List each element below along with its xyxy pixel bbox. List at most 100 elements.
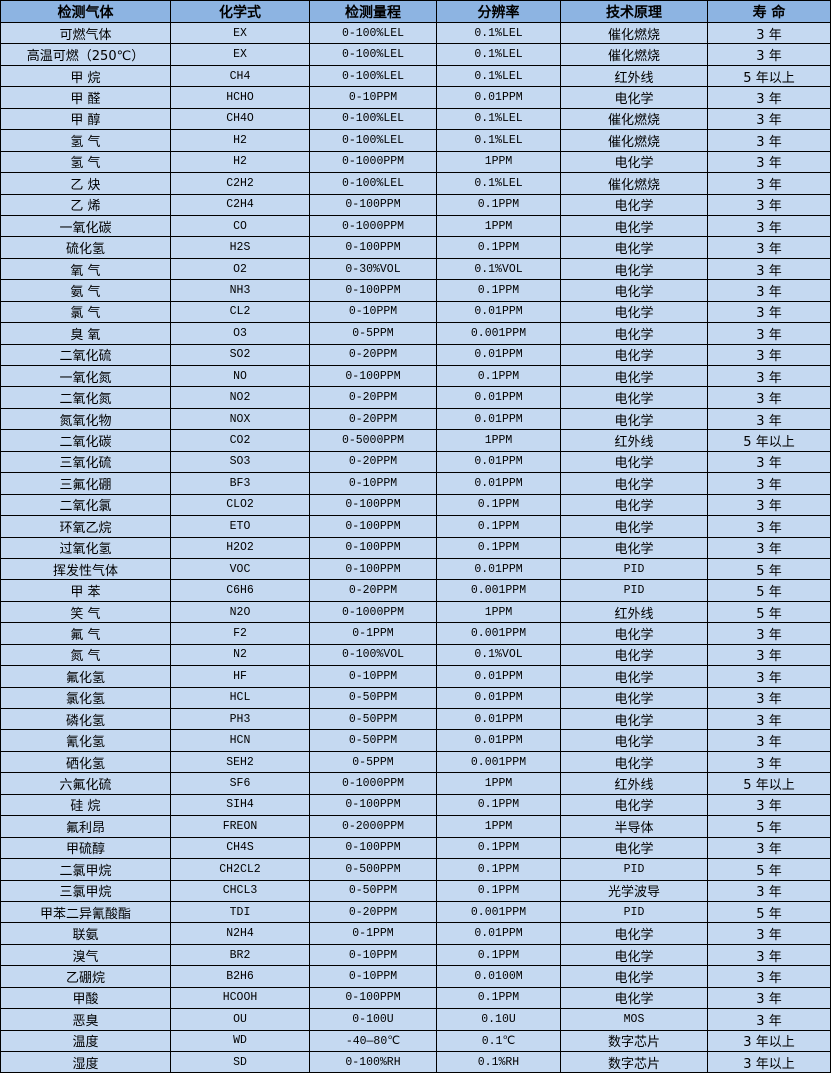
- cell-principle: 电化学: [560, 922, 708, 945]
- cell-principle: 电化学: [560, 943, 708, 967]
- table-row: 三氟化硼 BF3 0-10PPM 0.01PPM 电化学 3 年: [0, 472, 831, 495]
- table-row: 挥发性气体 VOC 0-100PPM 0.01PPM PID 5 年: [0, 557, 831, 581]
- cell-formula: SIH4: [170, 793, 310, 817]
- cell-resolution: 0.1PPM: [436, 493, 561, 517]
- cell-gas: 氟化氢: [0, 665, 171, 688]
- table-row: 湿度 SD 0-100%RH 0.1%RH 数字芯片 3 年以上: [0, 1050, 831, 1074]
- cell-principle: 电化学: [560, 150, 708, 174]
- cell-resolution: 1PPM: [436, 214, 561, 238]
- table-row: 氯 气 CL2 0-10PPM 0.01PPM 电化学 3 年: [0, 300, 831, 324]
- cell-principle: PID: [560, 900, 708, 924]
- cell-principle: 电化学: [560, 750, 708, 774]
- cell-gas: 恶臭: [0, 1008, 171, 1031]
- cell-lifespan: 5 年: [707, 858, 831, 881]
- cell-principle: PID: [560, 557, 708, 581]
- cell-range: 0-50PPM: [309, 729, 437, 752]
- table-row: 甲 醛 HCHO 0-10PPM 0.01PPM 电化学 3 年: [0, 86, 831, 109]
- header-formula: 化学式: [170, 0, 310, 23]
- cell-range: 0-100PPM: [309, 986, 437, 1010]
- cell-gas: 氰化氢: [0, 729, 171, 752]
- cell-lifespan: 3 年: [707, 793, 831, 817]
- cell-gas: 甲酸: [0, 986, 171, 1010]
- cell-range: 0-1000PPM: [309, 600, 437, 624]
- cell-principle: 电化学: [560, 686, 708, 710]
- cell-principle: PID: [560, 858, 708, 881]
- table-row: 甲硫醇 CH4S 0-100PPM 0.1PPM 电化学 3 年: [0, 836, 831, 860]
- cell-range: 0-5000PPM: [309, 429, 437, 452]
- table-row: 二氯甲烷 CH2CL2 0-500PPM 0.1PPM PID 5 年: [0, 858, 831, 881]
- cell-resolution: 1PPM: [436, 772, 561, 795]
- cell-resolution: 0.1PPM: [436, 879, 561, 902]
- cell-range: 0-2000PPM: [309, 815, 437, 838]
- cell-resolution: 0.1PPM: [436, 236, 561, 259]
- cell-resolution: 0.0100M: [436, 965, 561, 988]
- cell-resolution: 0.01PPM: [436, 557, 561, 581]
- cell-gas: 三氯甲烷: [0, 879, 171, 902]
- cell-gas: 甲 烷: [0, 64, 171, 88]
- table-row: 二氧化碳 CO2 0-5000PPM 1PPM 红外线 5 年以上: [0, 429, 831, 452]
- header-principle: 技术原理: [560, 0, 708, 23]
- cell-lifespan: 3 年: [707, 879, 831, 902]
- cell-resolution: 0.10U: [436, 1008, 561, 1031]
- cell-resolution: 0.01PPM: [436, 386, 561, 409]
- cell-formula: F2: [170, 622, 310, 645]
- cell-resolution: 0.01PPM: [436, 686, 561, 710]
- cell-resolution: 0.01PPM: [436, 300, 561, 324]
- cell-range: 0-50PPM: [309, 686, 437, 710]
- cell-formula: H2O2: [170, 536, 310, 559]
- table-row: 溴气 BR2 0-10PPM 0.1PPM 电化学 3 年: [0, 943, 831, 967]
- cell-lifespan: 3 年: [707, 407, 831, 431]
- cell-principle: 红外线: [560, 772, 708, 795]
- cell-resolution: 0.1%LEL: [436, 21, 561, 45]
- cell-lifespan: 3 年: [707, 236, 831, 259]
- table-row: 三氧化硫 SO3 0-20PPM 0.01PPM 电化学 3 年: [0, 450, 831, 474]
- cell-range: 0-20PPM: [309, 343, 437, 367]
- cell-resolution: 0.01PPM: [436, 472, 561, 495]
- cell-gas: 一氧化碳: [0, 214, 171, 238]
- cell-formula: H2: [170, 150, 310, 174]
- table-row: 甲苯二异氰酸酯 TDI 0-20PPM 0.001PPM PID 5 年: [0, 900, 831, 924]
- table-row: 氢 气 H2 0-1000PPM 1PPM 电化学 3 年: [0, 150, 831, 174]
- cell-gas: 乙硼烷: [0, 965, 171, 988]
- cell-resolution: 0.1%LEL: [436, 172, 561, 195]
- cell-lifespan: 3 年: [707, 172, 831, 195]
- cell-resolution: 0.1PPM: [436, 943, 561, 967]
- cell-formula: N2H4: [170, 922, 310, 945]
- cell-formula: N2: [170, 643, 310, 667]
- cell-range: 0-50PPM: [309, 879, 437, 902]
- table-row: 一氧化碳 CO 0-1000PPM 1PPM 电化学 3 年: [0, 214, 831, 238]
- header-range: 检测量程: [309, 0, 437, 23]
- cell-resolution: 0.1PPM: [436, 515, 561, 538]
- cell-lifespan: 3 年: [707, 922, 831, 945]
- cell-formula: VOC: [170, 557, 310, 581]
- cell-range: 0-1000PPM: [309, 772, 437, 795]
- cell-formula: HCN: [170, 729, 310, 752]
- cell-gas: 笑 气: [0, 600, 171, 624]
- cell-formula: HCL: [170, 686, 310, 710]
- table-row: 氮 气 N2 0-100%VOL 0.1%VOL 电化学 3 年: [0, 643, 831, 667]
- cell-resolution: 0.1PPM: [436, 279, 561, 302]
- cell-gas: 氯 气: [0, 300, 171, 324]
- cell-formula: SF6: [170, 772, 310, 795]
- cell-range: 0-20PPM: [309, 900, 437, 924]
- cell-gas: 高温可燃（250℃）: [0, 43, 171, 66]
- cell-range: 0-100PPM: [309, 493, 437, 517]
- cell-formula: CH2CL2: [170, 858, 310, 881]
- cell-lifespan: 3 年: [707, 643, 831, 667]
- cell-formula: N2O: [170, 600, 310, 624]
- table-row: 环氧乙烷 ETO 0-100PPM 0.1PPM 电化学 3 年: [0, 515, 831, 538]
- cell-range: 0-30%VOL: [309, 257, 437, 281]
- cell-gas: 乙 烯: [0, 193, 171, 216]
- cell-principle: 电化学: [560, 643, 708, 667]
- cell-resolution: 0.1PPM: [436, 364, 561, 388]
- cell-lifespan: 3 年: [707, 279, 831, 302]
- header-row: 检测气体 化学式 检测量程 分辨率 技术原理 寿 命: [0, 0, 831, 23]
- cell-lifespan: 3 年: [707, 322, 831, 345]
- cell-resolution: 0.001PPM: [436, 579, 561, 602]
- cell-formula: NO: [170, 364, 310, 388]
- table-row: 氨 气 NH3 0-100PPM 0.1PPM 电化学 3 年: [0, 279, 831, 302]
- cell-lifespan: 5 年以上: [707, 64, 831, 88]
- cell-formula: C6H6: [170, 579, 310, 602]
- cell-gas: 氟利昂: [0, 815, 171, 838]
